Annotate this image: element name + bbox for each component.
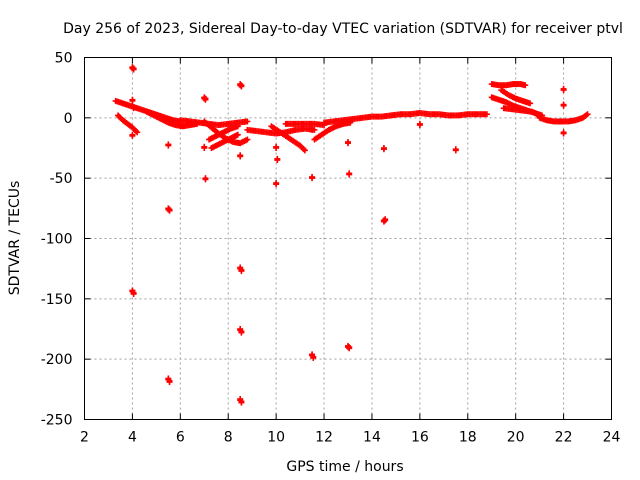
outlier-point bbox=[165, 141, 172, 148]
x-tick-label: 4 bbox=[128, 430, 137, 446]
outlier-point bbox=[166, 377, 173, 384]
x-tick-label: 22 bbox=[555, 430, 573, 446]
data-point bbox=[522, 82, 529, 89]
x-tick-label: 16 bbox=[411, 430, 429, 446]
y-tick-label: -100 bbox=[41, 232, 73, 248]
ticks-layer: 2 4 6 8 10 12 14 16 18 20 22 24500-50-100-150-200-2… bbox=[41, 51, 621, 446]
y-tick-label: 0 bbox=[64, 111, 73, 127]
outlier-point bbox=[202, 95, 209, 102]
x-tick-label: 2 bbox=[80, 430, 89, 446]
outlier-point bbox=[238, 328, 245, 335]
x-tick-label: 24 bbox=[603, 430, 621, 446]
outlier-point bbox=[129, 96, 136, 103]
data-point bbox=[234, 123, 241, 130]
outlier-point bbox=[345, 138, 351, 145]
x-tick-label: 12 bbox=[315, 430, 333, 446]
data-point bbox=[583, 112, 590, 119]
outlier-point bbox=[560, 129, 567, 136]
x-tick-label: 20 bbox=[507, 430, 525, 446]
outlier-point bbox=[346, 170, 353, 177]
data-point bbox=[244, 118, 251, 125]
outlier-point bbox=[129, 131, 136, 138]
outlier-point bbox=[130, 103, 137, 110]
data-point bbox=[244, 136, 251, 143]
outlier-point bbox=[238, 266, 245, 273]
outlier-point bbox=[130, 65, 137, 72]
outlier-point bbox=[310, 353, 317, 360]
y-tick-label: -200 bbox=[41, 352, 73, 368]
outlier-point bbox=[560, 101, 567, 108]
data-point bbox=[527, 100, 534, 107]
outlier-point bbox=[273, 179, 280, 186]
x-tick-label: 8 bbox=[224, 430, 233, 446]
y-tick-label: -50 bbox=[50, 171, 73, 187]
x-tick-label: 6 bbox=[176, 430, 185, 446]
data-point bbox=[134, 129, 141, 136]
outlier-point bbox=[560, 85, 567, 92]
data-point bbox=[234, 131, 241, 138]
outlier-point bbox=[380, 145, 387, 151]
outlier-point bbox=[416, 120, 423, 127]
chart-title: Day 256 of 2023, Sidereal Day-to-day VTE… bbox=[63, 21, 623, 37]
outlier-point bbox=[238, 82, 245, 89]
x-tick-label: 14 bbox=[363, 430, 381, 446]
outlier-point bbox=[237, 152, 244, 159]
data-point bbox=[483, 111, 490, 118]
x-axis-label: GPS time / hours bbox=[286, 459, 403, 475]
data-point bbox=[584, 111, 591, 118]
y-tick-label: 50 bbox=[55, 51, 73, 67]
outlier-point bbox=[382, 216, 389, 223]
y-axis-label: SDTVAR / TECUs bbox=[7, 181, 23, 296]
data-point bbox=[301, 147, 308, 154]
outlier-point bbox=[130, 289, 137, 296]
outlier-point bbox=[274, 155, 281, 162]
outlier-point bbox=[238, 398, 245, 405]
outlier-point bbox=[273, 143, 280, 150]
outlier-point bbox=[452, 146, 459, 153]
points-layer bbox=[112, 64, 591, 406]
outlier-point bbox=[309, 173, 316, 180]
outlier-point bbox=[201, 143, 208, 150]
outlier-point bbox=[166, 206, 173, 213]
y-tick-label: -150 bbox=[41, 292, 73, 308]
x-tick-label: 10 bbox=[267, 430, 285, 446]
outlier-point bbox=[346, 344, 353, 351]
outlier-point bbox=[202, 175, 209, 182]
y-tick-label: -250 bbox=[41, 413, 73, 429]
outlier-point bbox=[309, 125, 316, 132]
x-tick-label: 18 bbox=[459, 430, 477, 446]
